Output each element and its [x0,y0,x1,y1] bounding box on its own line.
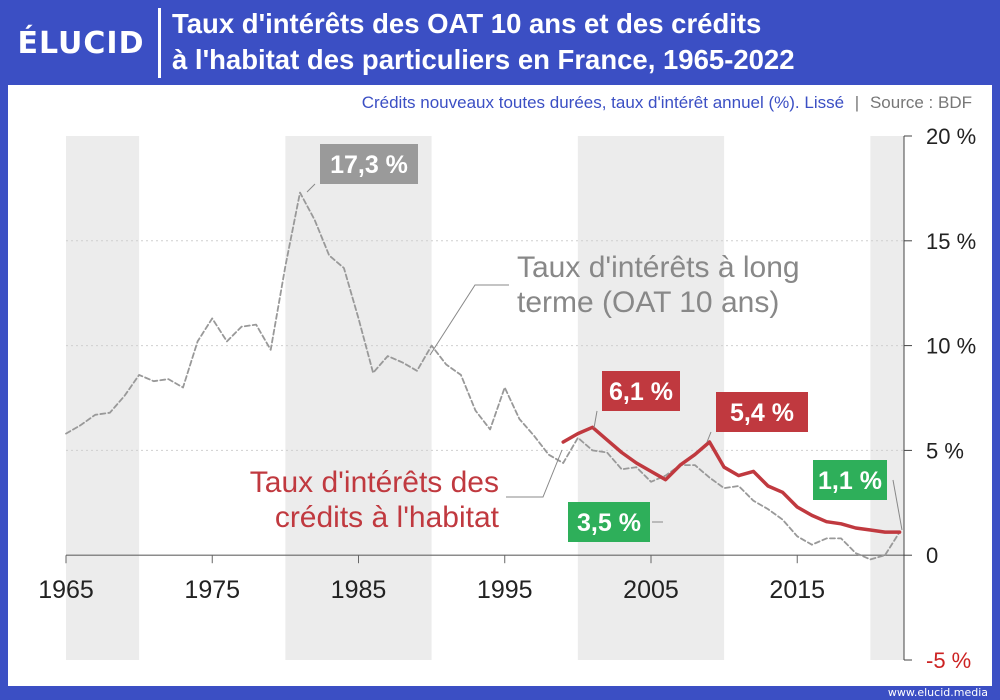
housing-credit-line [561,425,902,534]
annotation-label: 3,5 % [577,509,641,537]
x-tick-label: 1965 [38,576,94,604]
subtitle-text: Crédits nouveaux toutes durées, taux d'i… [361,93,845,112]
decade-band-0 [66,136,140,660]
y-tick-label: 5 % [926,438,964,463]
decade-band-3 [870,136,904,660]
annotation-box [568,502,650,542]
y-tick-label: 0 [926,543,938,568]
x-tick-label: 1995 [477,576,533,604]
subtitle-separator: | [854,93,860,112]
annotation-label: 1,1 % [818,467,882,495]
title-line-2: à l'habitat des particuliers en France, … [172,44,795,75]
title-line-1: Taux d'intérêts des OAT 10 ans et des cr… [172,8,762,39]
oat-series-label-2: terme (OAT 10 ans) [517,286,779,319]
annotation-leader [593,410,598,429]
annotation-box [716,392,808,432]
annotation-leader [892,479,903,531]
y-tick-label: 15 % [926,229,976,254]
x-tick-label: 2005 [623,576,679,604]
y-tick-label: -5 % [926,648,971,673]
annotation-label: 5,4 % [730,399,794,427]
annotation-label: 17,3 % [330,151,408,179]
credit-series-label-2: crédits à l'habitat [275,501,500,534]
chart-title: Taux d'intérêts des OAT 10 ans et des cr… [172,6,992,78]
annotation-box [813,460,887,500]
credit-series-label-1: Taux d'intérêts des [250,466,499,499]
header-bar: ÉLUCID Taux d'intérêts des OAT 10 ans et… [0,0,1000,85]
logo-divider [158,8,161,78]
subtitle-source: Source : BDF [869,93,972,112]
x-tick-label: 1985 [331,576,387,604]
oat-label-leader [429,284,509,356]
x-tick-label: 2015 [769,576,825,604]
annotation-box [602,371,680,411]
oat-series-label-1: Taux d'intérêts à long [517,251,800,284]
x-tick-label: 1975 [184,576,240,604]
annotation-box [320,144,418,184]
decade-band-1 [285,136,432,660]
y-tick-label: 20 % [926,124,976,149]
oat-10y-line [65,191,901,561]
credit-label-leader [506,449,563,498]
annotation-leader [306,183,316,193]
y-tick-label: 10 % [926,334,976,359]
chart-subtitle: Crédits nouveaux toutes durées, taux d'i… [362,93,972,113]
elucid-logo: ÉLUCID [17,25,145,61]
annotation-leader [706,431,712,443]
annotation-label: 6,1 % [609,378,673,406]
footer-url: www.elucid.media [887,686,988,699]
